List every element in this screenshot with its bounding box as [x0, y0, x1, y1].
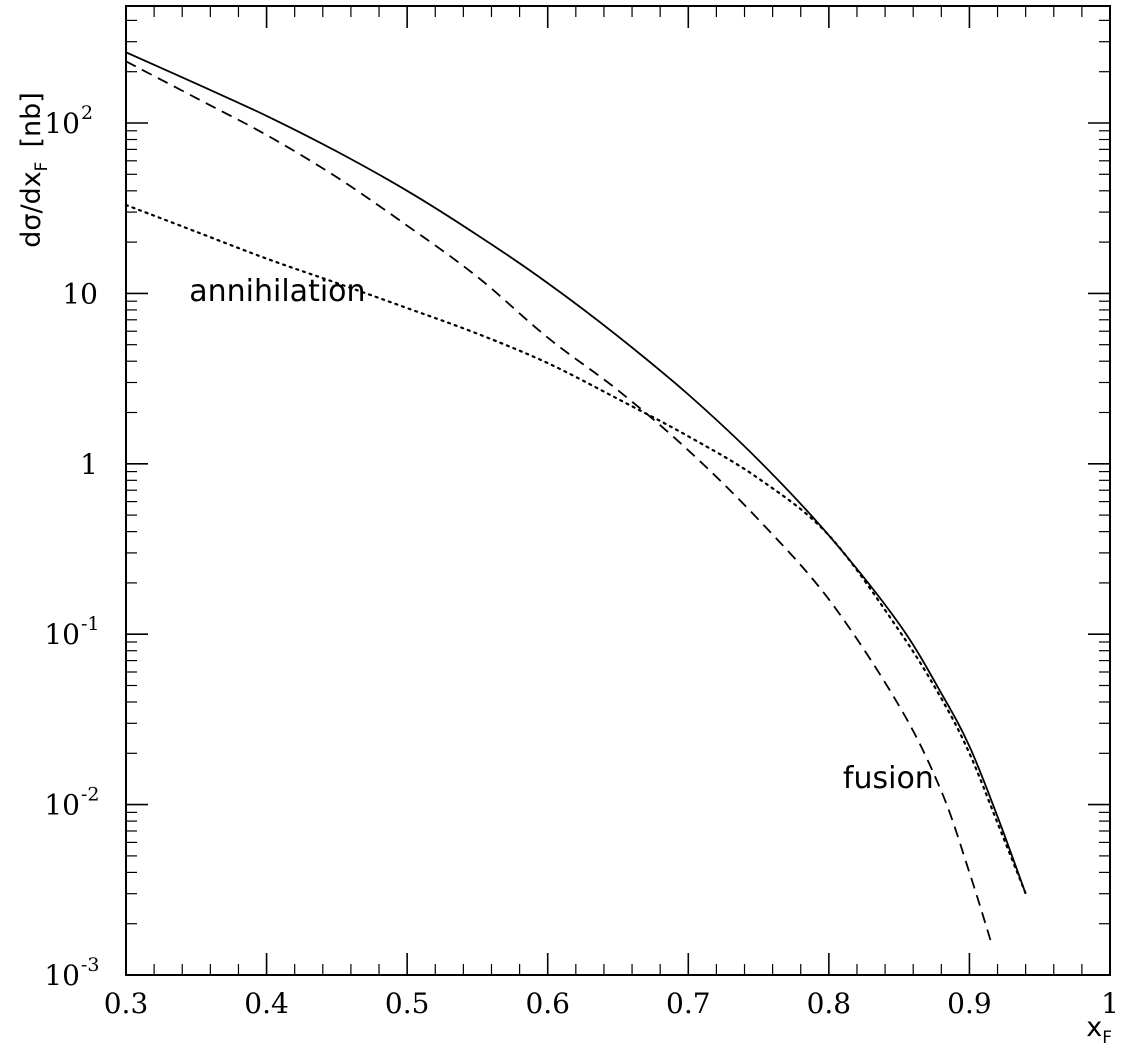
minor-ticks — [126, 6, 1110, 975]
annotations: annihilation fusion — [189, 274, 934, 796]
y-tick-label: 10 — [44, 959, 80, 992]
y-tick-label-exponent: -2 — [81, 784, 100, 806]
annotation-label: annihilation — [189, 274, 365, 309]
y-tick-label-exponent: -1 — [81, 613, 100, 635]
x-tick-label: 0.6 — [525, 987, 570, 1020]
x-tick-label: 0.8 — [807, 987, 852, 1020]
x-tick-label: 0.4 — [244, 987, 289, 1020]
x-tick-labels: 0.3 0.4 0.5 0.6 0.7 0.8 0.9 1 — [104, 987, 1119, 1020]
y-tick-label-base: 10 — [44, 789, 80, 822]
y-tick-label-exponent: -3 — [81, 954, 100, 976]
plot-frame — [125, 5, 1111, 976]
x-axis-title-base: x — [1086, 1012, 1102, 1043]
y-tick-label: 10 — [44, 789, 80, 822]
y-tick-label-base: 1 — [80, 448, 98, 481]
x-axis-title: xF — [1086, 1012, 1112, 1048]
y-tick-label: 1 — [80, 448, 98, 481]
x-axis-title-sub: F — [1102, 1028, 1112, 1048]
major-ticks — [125, 6, 1111, 976]
y-axis-title-unit: [nb] — [16, 92, 47, 147]
y-axis-title-prefix: dσ/dx — [16, 171, 47, 247]
x-tick-label: 0.3 — [104, 987, 149, 1020]
y-tick-label-base: 10 — [44, 107, 80, 140]
y-axis-title: dσ/dxF [nb] — [16, 92, 52, 248]
x-tick-label: 0.9 — [947, 987, 992, 1020]
y-tick-label-exponent: 2 — [81, 102, 93, 124]
x-tick-label: 0.5 — [385, 987, 430, 1020]
y-tick-label-base: 10 — [62, 277, 98, 310]
x-tick-label: 1 — [1101, 987, 1119, 1020]
y-axis-title-sub: F — [32, 162, 52, 172]
series-line-dotted — [124, 203, 1027, 895]
y-tick-label: 10 — [62, 277, 98, 310]
y-tick-label-base: 10 — [44, 959, 80, 992]
x-tick-label: 0.7 — [666, 987, 711, 1020]
series-layer — [124, 51, 1027, 941]
y-tick-label-base: 10 — [44, 618, 80, 651]
annotation-label: fusion — [843, 761, 934, 796]
plot-area — [124, 5, 1111, 976]
y-tick-label: 10 — [44, 618, 80, 651]
series-line-solid — [125, 51, 1027, 895]
series-line-dashed — [125, 60, 992, 941]
y-tick-label: 10 — [44, 107, 80, 140]
